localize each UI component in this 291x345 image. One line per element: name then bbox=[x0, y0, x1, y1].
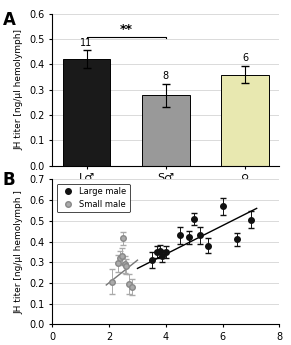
Y-axis label: JH titer [ng/µl hemolymph ]: JH titer [ng/µl hemolymph ] bbox=[15, 190, 24, 314]
Bar bbox=[63, 59, 110, 166]
Text: B: B bbox=[2, 171, 15, 189]
Y-axis label: JH titer [ng/µl hemolymph]: JH titer [ng/µl hemolymph] bbox=[15, 29, 24, 150]
Bar bbox=[142, 95, 190, 166]
Text: 6: 6 bbox=[242, 53, 248, 63]
Legend: Large male, Small male: Large male, Small male bbox=[56, 184, 129, 213]
Text: 11: 11 bbox=[80, 38, 93, 48]
Text: 8: 8 bbox=[163, 71, 169, 81]
Text: **: ** bbox=[120, 23, 133, 36]
Text: A: A bbox=[2, 11, 15, 29]
Bar bbox=[221, 75, 269, 166]
